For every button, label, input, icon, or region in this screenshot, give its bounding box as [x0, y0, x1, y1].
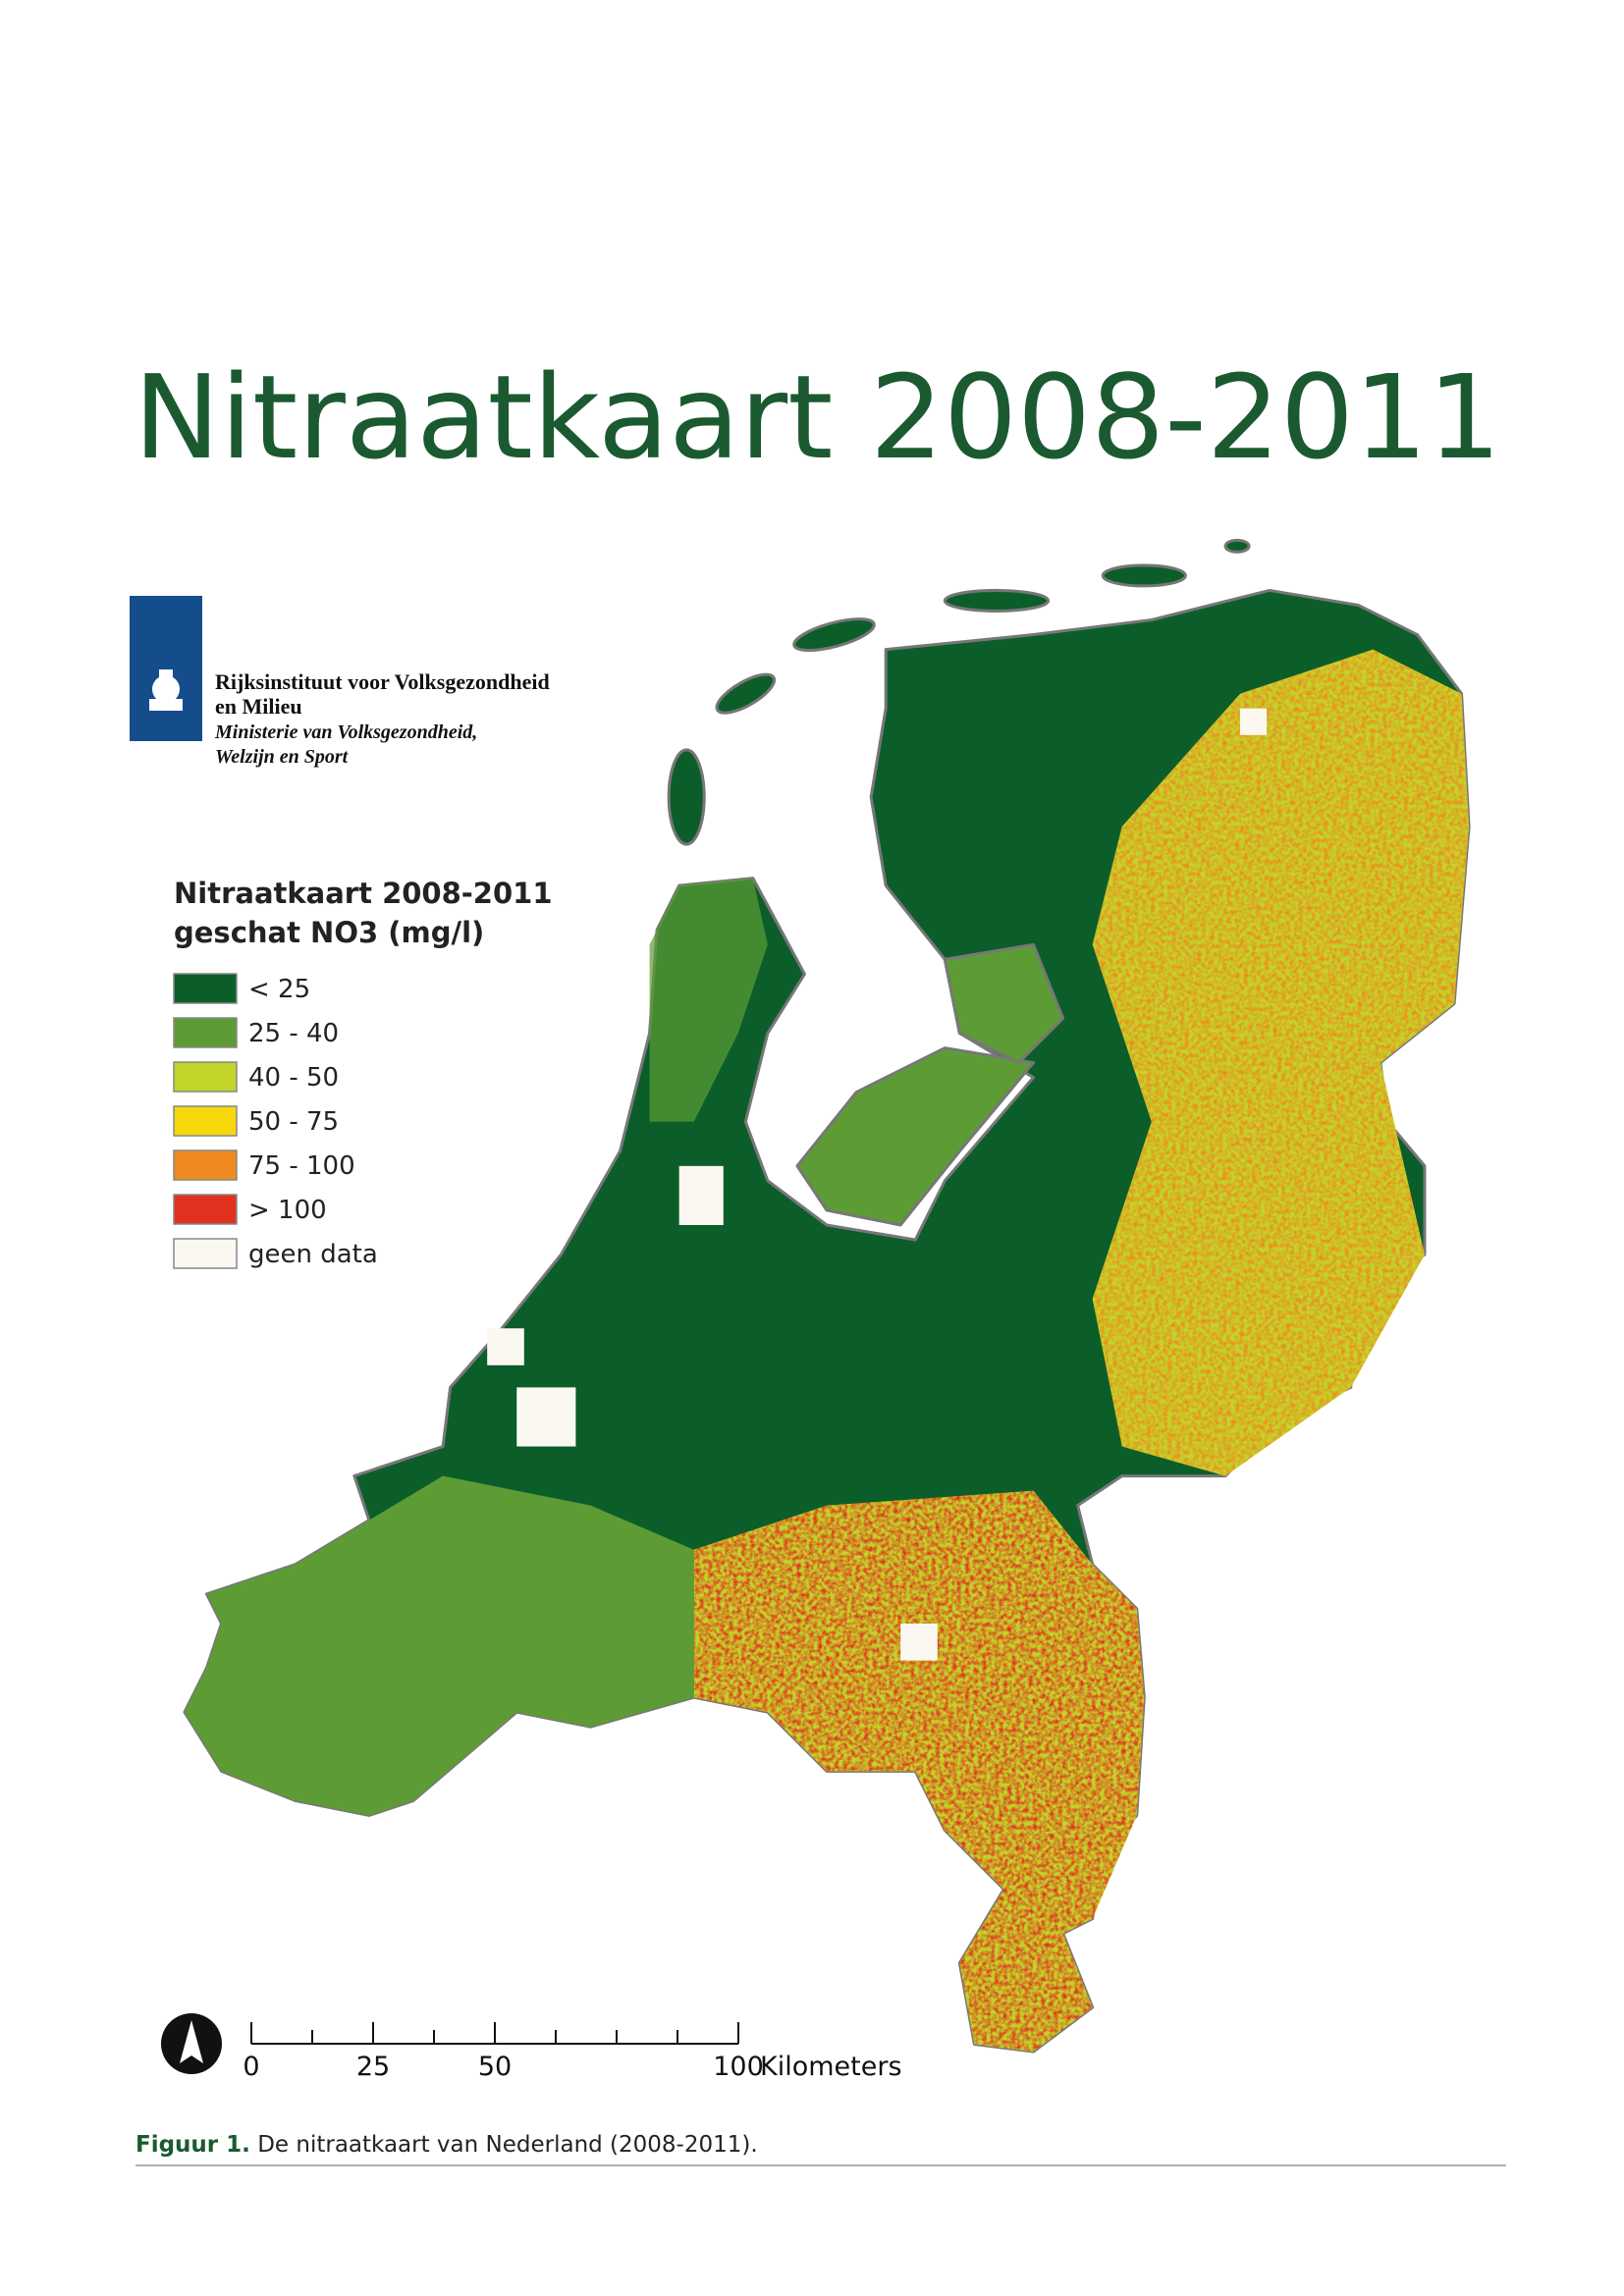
legend-label: 40 - 50	[248, 1063, 339, 1093]
page-title: Nitraatkaart 2008-2011	[134, 349, 1501, 485]
scale-label: 0	[243, 2052, 259, 2082]
legend-swatch	[173, 1194, 238, 1225]
north-arrow	[161, 2013, 222, 2074]
scale-label: 50	[478, 2052, 512, 2082]
legend-label: 50 - 75	[248, 1107, 339, 1137]
legend: < 25 25 - 40 40 - 50 50 - 75 75 - 100 > 100 ge…	[173, 973, 378, 1269]
legend-title: Nitraatkaart 2008-2011	[174, 877, 553, 910]
legend-label: geen data	[248, 1240, 378, 1269]
caption-text: De nitraatkaart van Nederland (2008-2011…	[257, 2132, 757, 2158]
logo-line: Ministerie van Volksgezondheid,	[214, 721, 477, 743]
legend-label: < 25	[248, 975, 310, 1004]
legend-swatch	[173, 1017, 238, 1048]
logo-line: Welzijn en Sport	[215, 746, 350, 768]
logo-bar	[130, 596, 202, 741]
legend-swatch	[173, 1149, 238, 1181]
scale-unit: Kilometers	[760, 2052, 902, 2082]
legend-subtitle: geschat NO3 (mg/l)	[174, 916, 484, 949]
legend-swatch	[173, 1061, 238, 1093]
logo-line: en Milieu	[215, 694, 302, 719]
map	[183, 538, 1471, 2054]
logo-line: Rijksinstituut voor Volksgezondheid	[215, 669, 550, 694]
caption-label: Figuur 1.	[135, 2132, 250, 2158]
legend-swatch	[173, 973, 238, 1004]
legend-label: 75 - 100	[248, 1151, 355, 1181]
scale-label: 100	[713, 2052, 764, 2082]
caption: Figuur 1. De nitraatkaart van Nederland …	[135, 2132, 758, 2158]
legend-swatch	[173, 1105, 238, 1137]
legend-label: 25 - 40	[248, 1019, 339, 1048]
logo-emblem	[149, 669, 183, 711]
legend-label: > 100	[248, 1196, 327, 1225]
legend-swatch	[173, 1238, 238, 1269]
scale-label: 25	[356, 2052, 390, 2082]
